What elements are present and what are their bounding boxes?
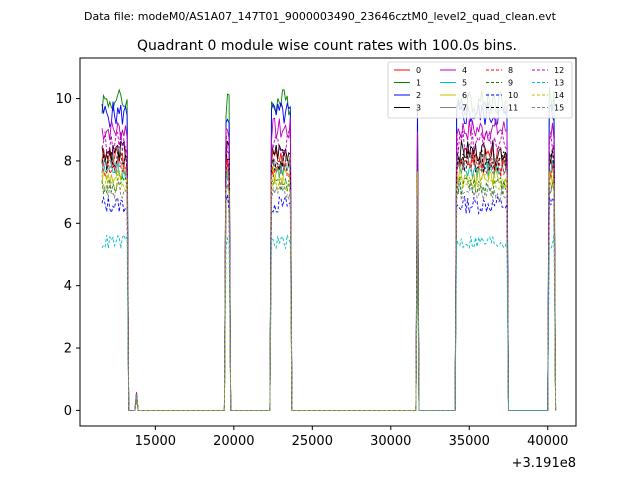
legend-label-0: 0 <box>416 66 421 75</box>
x-axis: 15000 20000 25000 30000 35000 40000 <box>135 426 568 449</box>
series-layer <box>101 87 557 411</box>
x-tick-label: 25000 <box>292 434 333 449</box>
y-tick-label: 8 <box>64 154 72 169</box>
series-line-13 <box>101 233 557 411</box>
legend-label-11: 11 <box>508 104 518 113</box>
legend-label-8: 8 <box>508 66 513 75</box>
series-line-8 <box>101 156 557 411</box>
x-tick-label: 30000 <box>370 434 411 449</box>
y-tick-label: 2 <box>64 342 72 357</box>
legend-label-13: 13 <box>554 79 564 88</box>
legend-label-7: 7 <box>462 104 467 113</box>
legend-label-1: 1 <box>416 79 421 88</box>
legend-label-9: 9 <box>508 79 513 88</box>
series-line-15 <box>101 181 557 411</box>
x-tick-label: 40000 <box>527 434 568 449</box>
legend-label-10: 10 <box>508 91 518 100</box>
series-line-9 <box>101 174 557 411</box>
legend-label-4: 4 <box>462 66 467 75</box>
chart-title: Quadrant 0 module wise count rates with … <box>137 38 517 54</box>
plot-frame <box>79 57 577 427</box>
legend-label-12: 12 <box>554 66 564 75</box>
series-line-11 <box>101 148 557 411</box>
series-line-7 <box>101 153 557 411</box>
y-tick-label: 10 <box>55 92 72 107</box>
x-offset-label: +3.191e8 <box>512 456 576 471</box>
x-tick-label: 15000 <box>135 434 176 449</box>
series-line-2 <box>101 101 557 411</box>
y-tick-label: 0 <box>64 404 72 419</box>
x-tick-label: 20000 <box>213 434 254 449</box>
series-line-5 <box>101 159 557 411</box>
legend-label-6: 6 <box>462 91 467 100</box>
legend-label-5: 5 <box>462 79 467 88</box>
y-axis: 0 2 4 6 8 10 <box>55 92 80 419</box>
legend-label-2: 2 <box>416 91 421 100</box>
legend-label-3: 3 <box>416 104 421 113</box>
series-line-6 <box>101 165 557 411</box>
chart-suptitle: Data file: modeM0/AS1A07_147T01_90000034… <box>84 10 557 23</box>
y-tick-label: 4 <box>64 279 72 294</box>
x-tick-label: 35000 <box>449 434 490 449</box>
y-tick-label: 6 <box>64 217 72 232</box>
series-line-10 <box>101 194 557 411</box>
legend-frame <box>387 61 573 119</box>
legend-label-15: 15 <box>554 104 564 113</box>
legend-label-14: 14 <box>554 91 564 100</box>
series-line-4 <box>101 117 557 411</box>
